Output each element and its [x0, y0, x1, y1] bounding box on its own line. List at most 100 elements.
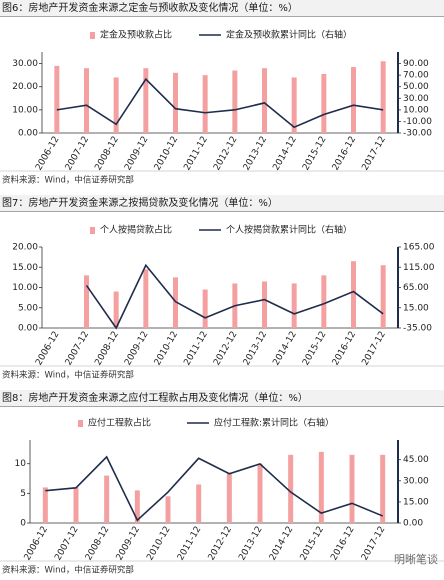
bar [257, 463, 263, 523]
bar [84, 68, 89, 133]
x-tick-label: 2013-12 [237, 525, 264, 563]
y-tick-label: 20.00 [12, 243, 38, 253]
line [85, 263, 384, 330]
x-tick-label: 2012-12 [212, 135, 239, 173]
legend-label: 个人按揭贷款占比 [100, 224, 172, 236]
y-tick-label: 0.00 [18, 324, 38, 334]
x-tick-label: 2015-12 [299, 525, 326, 563]
x-tick-label: 2009-12 [123, 330, 150, 368]
bar [262, 68, 267, 133]
x-tick-label: 2009-12 [115, 525, 142, 563]
y2-tick-label: 0.00 [403, 519, 423, 529]
bar [54, 65, 60, 133]
bar [73, 487, 79, 523]
y2-tick-label: 15.00 [403, 303, 429, 313]
caption-band [0, 195, 444, 211]
x-tick-label: 2010-12 [145, 525, 172, 563]
x-tick-label: 2009-12 [123, 135, 150, 173]
y2-tick-label: 70.00 [403, 71, 429, 81]
bar [104, 475, 110, 523]
bar [288, 454, 294, 523]
y2-tick-label: 30.00 [403, 94, 429, 104]
y2-tick-label: 15.00 [403, 497, 429, 507]
x-tick-label: 2016-12 [331, 135, 358, 173]
x-tick-label: 2012-12 [207, 525, 234, 563]
legend-swatch [78, 420, 83, 427]
x-tick-label: 2017-12 [360, 525, 387, 563]
y-tick-label: 5.00 [18, 303, 38, 313]
source-note: 资料来源：Wind，中信证券研究部 [2, 175, 134, 186]
y2-tick-label: 90.00 [403, 59, 429, 69]
bar [349, 454, 355, 523]
x-tick-label: 2011-12 [182, 135, 209, 173]
source-note: 资料来源：Wind，中信证券研究部 [2, 565, 134, 576]
x-tick-label: 2008-12 [84, 525, 111, 563]
y-tick-label: 0 [20, 519, 26, 529]
bar [321, 73, 327, 133]
y2-tick-label: -35.00 [403, 324, 432, 334]
bar [351, 67, 356, 133]
y-tick-label: 0.00 [18, 129, 38, 139]
y2-tick-label: 45.00 [403, 455, 429, 465]
watermark: 明晰笔谈 [394, 552, 438, 566]
x-tick-label: 2015-12 [301, 135, 328, 173]
x-tick-label: 2006-12 [34, 135, 61, 173]
line [56, 77, 384, 129]
source-note: 资料来源：Wind，中信证券研究部 [2, 370, 134, 381]
x-tick-label: 2006-12 [34, 330, 61, 368]
bar [165, 496, 171, 523]
x-tick-label: 2010-12 [153, 135, 180, 173]
legend-swatch [90, 32, 95, 39]
x-tick-label: 2017-12 [360, 330, 387, 368]
x-tick-label: 2017-12 [360, 135, 387, 173]
bar [134, 490, 140, 523]
y-tick-label: 5 [20, 489, 26, 499]
y-tick-label: 15.00 [12, 263, 38, 273]
y2-tick-label: 115.00 [403, 263, 435, 273]
bar [380, 61, 386, 133]
legend-label: 个人按揭贷款累计同比（右轴） [226, 224, 352, 236]
y-tick-label: 30.00 [12, 59, 38, 69]
bar [84, 275, 89, 328]
y-tick-label: 10 [15, 459, 27, 469]
x-tick-label: 2006-12 [23, 525, 50, 563]
x-tick-label: 2008-12 [93, 135, 120, 173]
bar [173, 277, 178, 328]
bar [202, 75, 208, 133]
bar [226, 472, 232, 523]
bar [113, 77, 119, 133]
x-tick-label: 2008-12 [93, 330, 120, 368]
bar [143, 68, 149, 133]
y-tick-label: 10.00 [12, 283, 38, 293]
y-tick-label: 10.00 [12, 105, 38, 115]
figure-caption: 图8：房地产开发资金来源之应付工程款占用及变化情况（单位：%） [2, 391, 308, 404]
bar [42, 487, 48, 523]
legend-label: 定金及预收款累计同比（右轴） [226, 29, 352, 41]
x-tick-label: 2011-12 [176, 525, 203, 563]
bar [196, 484, 202, 523]
bar [351, 261, 356, 328]
x-tick-label: 2007-12 [64, 135, 91, 173]
bar [143, 269, 149, 328]
figure-caption: 图7：房地产开发资金来源之按揭贷款及变化情况（单位：%） [2, 196, 278, 209]
y-tick-label: 20.00 [12, 82, 38, 92]
x-tick-label: 2015-12 [301, 330, 328, 368]
bar [318, 451, 324, 523]
legend-label: 应付工程款占比 [88, 417, 151, 429]
figure-caption: 图6：房地产开发资金来源之定金与预收款及变化情况（单位：%） [2, 1, 298, 14]
legend-swatch [90, 227, 95, 234]
x-tick-label: 2007-12 [64, 330, 91, 368]
x-tick-label: 2012-12 [212, 330, 239, 368]
bar [173, 72, 178, 133]
x-tick-label: 2014-12 [271, 330, 298, 368]
y2-tick-label: 10.00 [403, 105, 429, 115]
bar [113, 291, 119, 328]
y2-tick-label: 30.00 [403, 476, 429, 486]
x-tick-label: 2014-12 [268, 525, 295, 563]
bar [380, 454, 386, 523]
line [45, 455, 383, 522]
x-tick-label: 2014-12 [271, 135, 298, 173]
bar [380, 265, 386, 328]
